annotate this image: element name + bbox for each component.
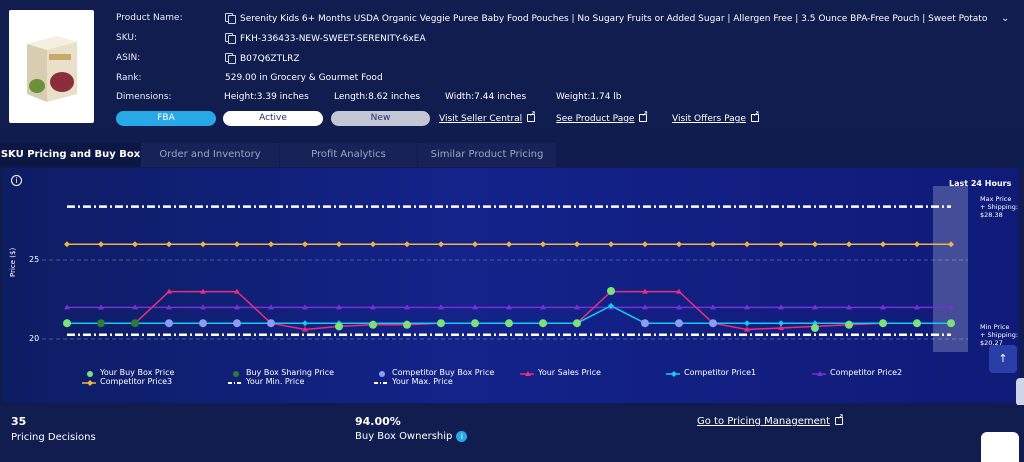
copy-icon[interactable] xyxy=(225,53,236,64)
pricing-management-link[interactable]: Go to Pricing Management xyxy=(697,412,844,427)
side-handle[interactable] xyxy=(1016,378,1024,406)
status-badge: Active xyxy=(223,111,323,126)
visit-seller-central-link[interactable]: Visit Seller Central xyxy=(439,109,536,124)
stats-bar: 35 Pricing Decisions 94.00% Buy Box Owne… xyxy=(0,405,1024,462)
pricing-decisions-label: Pricing Decisions xyxy=(11,432,96,443)
min-shipping-label: + Shipping: xyxy=(980,331,1019,339)
copy-icon[interactable] xyxy=(225,33,236,44)
external-link-icon xyxy=(527,109,536,122)
y-tick-label: 25 xyxy=(29,255,40,264)
max-price-label: Max Price xyxy=(980,195,1012,203)
visit-offers-page-link[interactable]: Visit Offers Page xyxy=(672,109,760,124)
pricing-decisions-value: 35 xyxy=(11,415,27,428)
product-header: Product Name: Serenity Kids 6+ Months US… xyxy=(0,0,1024,134)
info-icon[interactable]: i xyxy=(11,175,22,186)
see-product-page-text: See Product Page xyxy=(556,114,635,124)
legend-item[interactable]: Your Max. Price xyxy=(392,377,453,386)
visit-seller-central-text: Visit Seller Central xyxy=(439,114,523,124)
condition-badge: New xyxy=(331,111,430,126)
dimensions-label: Dimensions: xyxy=(116,92,172,102)
legend-item[interactable]: Competitor Price3 xyxy=(100,377,173,386)
tab-similar-pricing[interactable]: Similar Product Pricing xyxy=(418,143,556,167)
see-product-page-link[interactable]: See Product Page xyxy=(556,109,648,124)
y-axis-title: Price ($) xyxy=(9,247,17,277)
legend-item[interactable]: Your Sales Price xyxy=(538,368,601,377)
legend-item[interactable]: Your Min. Price xyxy=(246,377,305,386)
min-price-note: Min Price + Shipping: $20.27 xyxy=(980,323,1018,347)
rank-label: Rank: xyxy=(116,73,142,83)
min-price-label: Min Price xyxy=(980,323,1010,331)
sku-value: FKH-336433-NEW-SWEET-SERENITY-6xEA xyxy=(225,33,426,44)
y-tick-label: 20 xyxy=(29,334,40,343)
chevron-down-icon[interactable]: ⌄ xyxy=(1001,13,1010,24)
sku-text: FKH-336433-NEW-SWEET-SERENITY-6xEA xyxy=(240,34,426,44)
tab-bar: SKU Pricing and Buy Box Order and Invent… xyxy=(0,143,560,167)
buy-box-ownership-value: 94.00% xyxy=(355,415,401,428)
copy-icon[interactable] xyxy=(225,13,236,24)
info-icon[interactable]: i xyxy=(456,431,468,442)
external-link-icon xyxy=(639,109,648,122)
external-link-icon xyxy=(835,412,844,425)
legend-item[interactable]: Competitor Buy Box Price xyxy=(392,368,495,377)
fba-badge: FBA xyxy=(116,111,216,126)
height-value: Height:3.39 inches xyxy=(224,92,309,102)
max-price-note: Max Price + Shipping: $28.38 xyxy=(980,195,1018,219)
product-name-label: Product Name: xyxy=(116,13,183,23)
product-name: Serenity Kids 6+ Months USDA Organic Veg… xyxy=(225,13,987,24)
last-24-hours-label[interactable]: Last 24 Hours xyxy=(949,179,1012,188)
tab-sku-pricing[interactable]: SKU Pricing and Buy Box xyxy=(0,143,141,167)
arrow-up-icon[interactable]: ↑ xyxy=(989,345,1017,373)
product-name-text: Serenity Kids 6+ Months USDA Organic Veg… xyxy=(240,14,988,24)
visit-offers-page-text: Visit Offers Page xyxy=(672,114,746,124)
max-shipping-label: + Shipping: xyxy=(980,203,1019,211)
asin-value: B07Q6ZTLRZ xyxy=(225,53,300,64)
weight-value: Weight:1.74 lb xyxy=(556,92,622,102)
min-price-value: $20.27 xyxy=(980,339,1003,347)
tab-order-inventory[interactable]: Order and Inventory xyxy=(141,143,279,167)
legend-item[interactable]: Competitor Price2 xyxy=(830,368,903,377)
pricing-management-text: Go to Pricing Management xyxy=(697,416,831,427)
buy-box-ownership-label: Buy Box Ownership xyxy=(355,431,453,442)
length-value: Length:8.62 inches xyxy=(334,92,421,102)
rank-value: 529.00 in Grocery & Gourmet Food xyxy=(225,73,383,83)
max-price-value: $28.38 xyxy=(980,211,1003,219)
legend-item[interactable]: Your Buy Box Price xyxy=(100,368,175,377)
asin-text: B07Q6ZTLRZ xyxy=(240,54,300,64)
legend-item[interactable]: Competitor Price1 xyxy=(684,368,757,377)
product-image xyxy=(9,10,94,123)
width-value: Width:7.44 inches xyxy=(445,92,527,102)
tab-profit-analytics[interactable]: Profit Analytics xyxy=(280,143,417,167)
chat-button[interactable] xyxy=(981,432,1019,462)
external-link-icon xyxy=(750,109,760,122)
sku-label: SKU: xyxy=(116,33,137,43)
buy-box-ownership: Buy Box Ownership i xyxy=(355,431,468,442)
asin-label: ASIN: xyxy=(116,53,141,63)
legend-item[interactable]: Buy Box Sharing Price xyxy=(246,368,335,377)
